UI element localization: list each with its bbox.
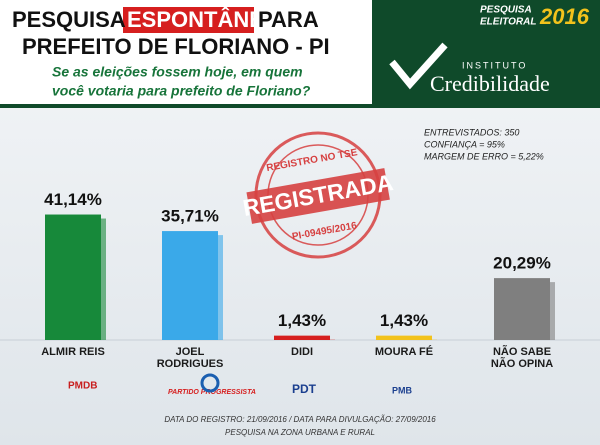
category-label: ALMIR REIS (41, 346, 105, 358)
bar-side (101, 218, 106, 340)
footer: DATA DO REGISTRO: 21/09/2016 / DATA PARA… (164, 415, 436, 424)
footer: PESQUISA NA ZONA URBANA E RURAL (225, 428, 375, 437)
bar (274, 335, 330, 340)
value-label: 35,71% (161, 207, 219, 226)
badge: ELEITORAL (480, 17, 536, 28)
party-logo: PARTIDO PROGRESSISTA (168, 389, 256, 396)
info-line: ENTREVISTADOS: 350 (424, 127, 519, 137)
info: ENTREVISTADOS: 350 CONFIANÇA = 95% MARGEM … (424, 127, 544, 161)
party-icon (200, 373, 220, 393)
party-logo: PMDB (68, 381, 97, 392)
question: Se as eleições fossem hoje, em quem (52, 64, 303, 80)
institute-name: Credibilidade (430, 71, 550, 96)
info-line: MARGEM DE ERRO = 5,22% (424, 151, 544, 161)
title-highlight (123, 7, 254, 33)
party-logo: PDT (292, 382, 317, 396)
bar (45, 214, 101, 340)
value-label: 41,14% (44, 190, 102, 209)
question: você votaria para prefeito de Floriano? (52, 83, 311, 99)
title: PREFEITO DE FLORIANO - PI (22, 34, 330, 59)
stamp-top: REGISTRO NO TSE (266, 147, 359, 174)
stamp-main: REGISTRADA (241, 169, 395, 221)
logo-check (389, 42, 448, 90)
category-label: DIDI (291, 346, 313, 358)
value-label: 20,29% (493, 254, 551, 273)
value-label: 1,43% (278, 311, 326, 330)
bar (494, 278, 550, 340)
bar (376, 335, 432, 340)
stamp-bottom: PI-09495/2016 (291, 220, 358, 242)
bar (162, 231, 218, 340)
bar-side (218, 235, 223, 340)
title: PESQUISA ESPONTÂNEA PARA (12, 7, 319, 32)
info-line: CONFIANÇA = 95% (424, 139, 505, 149)
header-rule (0, 104, 600, 108)
category-label: NÃO SABE NÃO OPINA (490, 346, 554, 370)
category-label: JOEL RODRIGUES (156, 346, 224, 370)
bar-side (550, 282, 555, 340)
category-label: MOURA FÉ (374, 346, 434, 358)
badge-year: 2016 (539, 4, 590, 29)
value-label: 1,43% (380, 311, 428, 330)
badge: PESQUISA (480, 5, 532, 16)
party-logo: PMB (392, 385, 413, 395)
stamp: REGISTRO NO TSE REGISTRADA PI-09495/2016 (241, 131, 395, 259)
institute: INSTITUTO (462, 60, 527, 70)
